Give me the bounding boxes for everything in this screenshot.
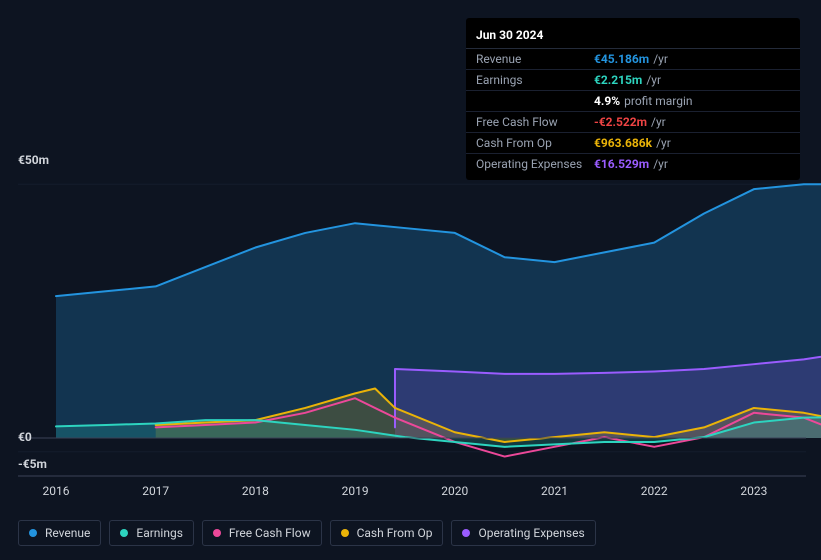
- tooltip-row: Free Cash Flow-€2.522m/yr: [466, 112, 800, 133]
- tooltip-row-unit: /yr: [646, 73, 661, 87]
- tooltip-row-value: €16.529m: [594, 157, 649, 171]
- x-tick-label: 2020: [441, 484, 468, 498]
- tooltip-row-value: €963.686k: [594, 136, 652, 150]
- x-tick-label: 2016: [43, 484, 70, 498]
- tooltip-row: 4.9% profit margin: [466, 91, 800, 112]
- x-tick-label: 2023: [740, 484, 767, 498]
- x-tick-label: 2021: [541, 484, 568, 498]
- legend-item-label: Revenue: [45, 526, 90, 540]
- x-tick-label: 2022: [641, 484, 668, 498]
- tooltip-row: Earnings€2.215m/yr: [466, 70, 800, 91]
- legend-item-label: Free Cash Flow: [229, 526, 311, 540]
- tooltip-row-unit: profit margin: [624, 94, 692, 108]
- legend-item-opex[interactable]: Operating Expenses: [451, 520, 595, 546]
- chart-tooltip: Jun 30 2024 Revenue€45.186m/yrEarnings€2…: [466, 18, 800, 180]
- tooltip-row-value: -€2.522m: [594, 115, 647, 129]
- revenue-color-dot: [29, 529, 37, 537]
- tooltip-row-label: Cash From Op: [476, 136, 594, 150]
- legend-item-fcf[interactable]: Free Cash Flow: [202, 520, 322, 546]
- cashop-color-dot: [341, 529, 349, 537]
- x-axis: 201620172018201920202021202220232024: [0, 484, 821, 504]
- tooltip-row-label: Operating Expenses: [476, 157, 594, 171]
- tooltip-row-unit: /yr: [656, 136, 671, 150]
- tooltip-row-unit: /yr: [653, 52, 668, 66]
- tooltip-row-label: Free Cash Flow: [476, 115, 594, 129]
- tooltip-row-unit: /yr: [653, 157, 668, 171]
- legend-item-label: Operating Expenses: [478, 526, 584, 540]
- tooltip-row: Cash From Op€963.686k/yr: [466, 133, 800, 154]
- y-tick-label: -€5m: [18, 457, 47, 471]
- tooltip-row-value: 4.9%: [594, 94, 620, 108]
- y-tick-label: €0: [18, 430, 32, 444]
- tooltip-row-value: €45.186m: [594, 52, 649, 66]
- x-tick-label: 2018: [242, 484, 269, 498]
- legend: Revenue Earnings Free Cash Flow Cash From O…: [18, 520, 596, 546]
- x-tick-label: 2019: [342, 484, 369, 498]
- tooltip-row: Operating Expenses€16.529m/yr: [466, 154, 800, 174]
- legend-item-label: Earnings: [136, 526, 183, 540]
- fcf-color-dot: [213, 529, 221, 537]
- legend-item-label: Cash From Op: [357, 526, 433, 540]
- earnings-color-dot: [120, 529, 128, 537]
- tooltip-row-label: Earnings: [476, 73, 594, 87]
- x-tick-label: 2017: [142, 484, 169, 498]
- tooltip-date: Jun 30 2024: [466, 24, 800, 49]
- legend-item-revenue[interactable]: Revenue: [18, 520, 101, 546]
- financials-chart: €50m €0 -€5m 2016 2017 2018 2019 2020 2021 2022 2…: [0, 0, 821, 560]
- legend-item-earnings[interactable]: Earnings: [109, 520, 194, 546]
- opex-color-dot: [462, 529, 470, 537]
- tooltip-row-label: Revenue: [476, 52, 594, 66]
- y-tick-label: €50m: [18, 153, 49, 167]
- tooltip-row-value: €2.215m: [594, 73, 642, 87]
- legend-item-cashop[interactable]: Cash From Op: [330, 520, 444, 546]
- tooltip-row: Revenue€45.186m/yr: [466, 49, 800, 70]
- tooltip-row-unit: /yr: [651, 115, 666, 129]
